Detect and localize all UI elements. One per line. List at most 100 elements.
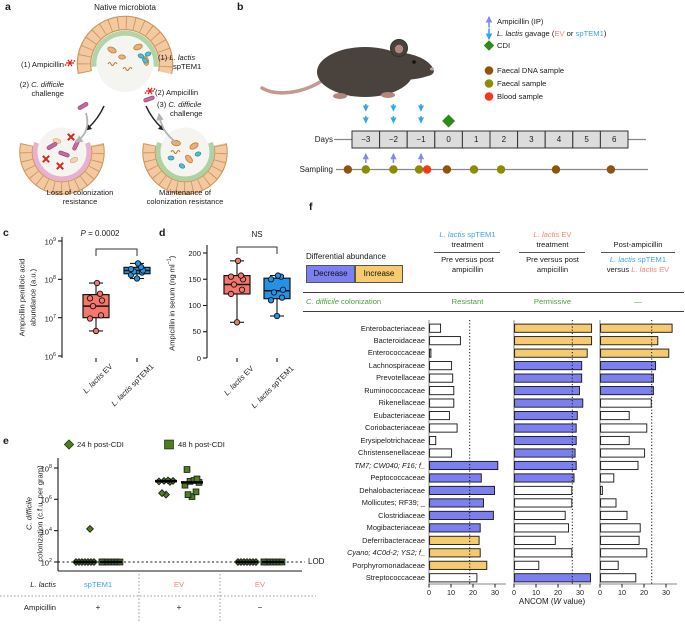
sampling-dot-faecal xyxy=(414,165,424,174)
tick-base: 10 xyxy=(40,464,50,474)
bar xyxy=(429,398,455,408)
species-name: L. lactis xyxy=(497,29,523,38)
bar xyxy=(429,448,453,458)
bar xyxy=(600,348,670,358)
bar xyxy=(514,323,593,333)
panel-label-f: f xyxy=(309,201,313,213)
f-col2-underline xyxy=(519,252,585,253)
ampicillin-icon xyxy=(144,87,156,95)
gut-protected-illustration xyxy=(142,127,228,195)
f-col3-underline xyxy=(601,252,675,253)
f-x-tick-label: 10 xyxy=(618,588,626,597)
f-cdi-row-label: C. difficile colonization xyxy=(306,297,381,306)
bar xyxy=(600,460,639,471)
p-symbol: P xyxy=(80,229,86,238)
e-ylabel-line1: C. difficile xyxy=(24,497,34,530)
bar xyxy=(429,336,461,346)
family-label: Dehalobacteriaceae xyxy=(359,485,425,495)
mouse-eye xyxy=(412,60,416,64)
c-ylabel-line1: Ampicillin penilloic acid xyxy=(17,258,27,337)
panel-a-title: Native microbiota xyxy=(94,3,156,12)
bar xyxy=(429,473,482,483)
data-point xyxy=(233,319,241,326)
f-x-tick-label: 0 xyxy=(598,588,602,597)
data-point xyxy=(86,295,94,302)
family-label: Bacteroidaceae xyxy=(373,335,425,345)
sampling-dot-faecal xyxy=(361,165,370,174)
day-label: 1 xyxy=(473,134,479,144)
e-row2-label: Ampicillin xyxy=(23,603,56,612)
bar xyxy=(429,573,478,583)
panel-label-e: e xyxy=(3,435,9,447)
challenge-arrow-in xyxy=(74,112,89,143)
family-label: Clostridiaceae xyxy=(378,510,425,520)
legend-gavage-close: ) xyxy=(603,29,607,38)
bar xyxy=(600,510,628,520)
p-value-text: = 0.0002 xyxy=(85,229,120,238)
family-label: Deferribacteraceae xyxy=(362,535,425,545)
family-label: Mogibacteriaceae xyxy=(366,523,425,533)
bar xyxy=(429,373,454,383)
killed-bacteria-x-icon xyxy=(56,162,64,170)
gut-cell-borders xyxy=(143,143,227,194)
mucus-layer-healthy xyxy=(91,30,159,67)
data-point xyxy=(133,275,141,282)
e-group-ampicillin-value: + xyxy=(176,603,182,612)
day-label: 4 xyxy=(556,134,562,144)
sampling-dot-faecal_dna xyxy=(606,165,616,174)
f-col1-head2: treatment xyxy=(451,240,484,249)
data-point xyxy=(86,315,94,322)
bar xyxy=(429,560,488,570)
f-x-tick-label: 30 xyxy=(491,588,499,597)
bar xyxy=(514,460,577,471)
sampling-dot-faecal_dna xyxy=(442,165,452,174)
e-group-ampicillin-value: − xyxy=(257,603,263,612)
bar xyxy=(600,386,654,396)
tick-exponent: 7 xyxy=(53,313,56,320)
e-row1-label: L. lactis xyxy=(30,580,56,589)
f-x-tick-label: 0 xyxy=(427,588,431,597)
treatment-name: spTEM1 xyxy=(635,255,667,264)
family-label: Lachnospiraceae xyxy=(368,360,425,370)
tick-exponent: 4 xyxy=(49,526,52,533)
f-col2-head2: treatment xyxy=(536,240,569,249)
f-x-tick-label: 30 xyxy=(662,588,670,597)
f-cdi-col1-value: Resistant xyxy=(451,297,484,306)
bar xyxy=(514,523,569,533)
panel-label-a: a xyxy=(5,1,11,13)
caption-loss-2: resistance xyxy=(62,197,98,206)
bar xyxy=(514,573,591,583)
data-point xyxy=(234,257,242,265)
l-lactis-icon xyxy=(178,163,186,169)
e-y-tick-label: 108 xyxy=(41,463,52,474)
bar xyxy=(429,498,484,508)
caption-loss-1: Loss of colonization xyxy=(46,188,114,197)
f-col3-sub2: versus L. lactis EV xyxy=(592,265,684,274)
day-label: −3 xyxy=(361,134,371,144)
data-point xyxy=(89,302,97,310)
bar xyxy=(514,423,577,433)
sampling-dot-blood xyxy=(422,165,432,174)
blood-dot-icon xyxy=(484,92,494,101)
bar xyxy=(600,361,657,371)
bar xyxy=(514,398,584,408)
d-ylabel-pre: Ampicillin in serum (ng ml xyxy=(167,264,177,351)
panel-label-d: d xyxy=(159,227,166,239)
bar xyxy=(600,498,617,508)
tick-base: 10 xyxy=(40,527,50,537)
f-col3-sub1: L. lactis spTEM1 xyxy=(592,255,684,264)
bar xyxy=(514,348,588,358)
species-name: C. difficile xyxy=(31,80,64,89)
sampling-label: Sampling xyxy=(299,165,333,174)
panel-label-c: c xyxy=(3,227,9,239)
legend-cdi: CDI xyxy=(497,41,511,50)
mouse-head xyxy=(395,52,434,80)
treatment-name: EV xyxy=(559,230,572,239)
ev-label: EV xyxy=(554,29,565,38)
treatment-name: EV xyxy=(656,265,670,274)
species-name: L. lactis xyxy=(631,265,657,274)
data-point xyxy=(270,289,278,296)
d-y-tick-label: 150 xyxy=(188,274,201,284)
day-label: 6 xyxy=(611,134,617,144)
step-right-1: (1) L. lactis xyxy=(158,53,195,62)
